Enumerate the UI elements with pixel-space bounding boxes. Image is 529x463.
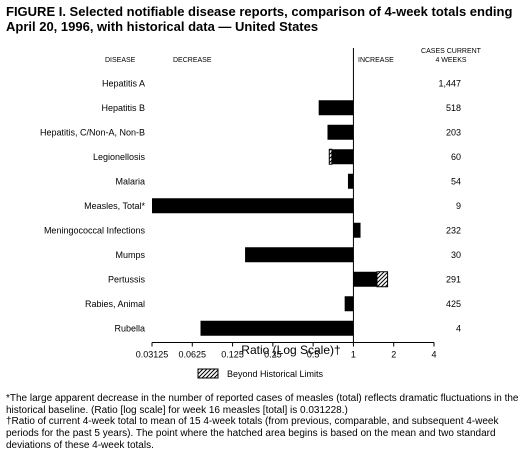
ratio-bar: [152, 198, 354, 214]
x-tick-label: 4: [431, 350, 436, 360]
category-label: Pertussis: [108, 274, 146, 284]
x-tick-label: 0.25: [264, 350, 282, 360]
category-label: Hepatitis A: [102, 78, 145, 88]
category-label: Mumps: [115, 250, 145, 260]
x-tick-label: 0.125: [221, 350, 244, 360]
cases-header-line2: 4 WEEKS: [435, 57, 466, 64]
category-label: Malaria: [115, 176, 145, 186]
cases-value: 54: [451, 176, 461, 186]
x-tick-label: 0.5: [307, 350, 320, 360]
cases-value: 518: [446, 103, 461, 113]
x-axis-label: Ratio (Log Scale)†: [241, 343, 340, 357]
ratio-bar: [331, 149, 354, 165]
cases-value: 9: [456, 201, 461, 211]
ratio-bar: [318, 100, 354, 116]
figure-title: FIGURE I. Selected notifiable disease re…: [6, 4, 513, 34]
cases-value: 232: [446, 225, 461, 235]
footnote-measles: *The large apparent decrease in the numb…: [6, 393, 519, 416]
ratio-bar: [200, 320, 354, 336]
ratio-bar: [344, 296, 354, 312]
increase-header: INCREASE: [358, 57, 394, 64]
x-tick-label: 1: [351, 350, 356, 360]
category-label: Meningococcal Infections: [44, 225, 146, 235]
beyond-limits-bar: [376, 271, 389, 288]
legend-swatch: [197, 368, 219, 379]
x-tick-label: 0.0625: [179, 350, 207, 360]
legend-label: Beyond Historical Limits: [227, 369, 324, 379]
ratio-bar: [347, 173, 354, 189]
cases-value: 291: [446, 274, 461, 284]
category-label: Legionellosis: [93, 152, 146, 162]
cases-value: 1,447: [438, 78, 461, 88]
cases-value: 60: [451, 152, 461, 162]
cases-header-line1: CASES CURRENT: [421, 48, 482, 55]
disease-header: DISEASE: [105, 57, 136, 64]
category-label: Rabies, Animal: [85, 299, 145, 309]
footnote-ratio: †Ratio of current 4-week total to mean o…: [6, 416, 499, 451]
category-label: Rubella: [114, 323, 145, 333]
ratio-bar: [353, 222, 361, 238]
cases-value: 4: [456, 323, 461, 333]
x-tick-label: 2: [391, 350, 396, 360]
category-label: Hepatitis, C/Non-A, Non-B: [40, 127, 145, 137]
cases-value: 425: [446, 299, 461, 309]
ratio-bar: [327, 124, 354, 140]
cases-value: 30: [451, 250, 461, 260]
category-label: Hepatitis B: [101, 103, 145, 113]
decrease-header: DECREASE: [173, 57, 212, 64]
ratio-bar: [245, 247, 354, 263]
cases-value: 203: [446, 127, 461, 137]
beyond-limits-bar: [328, 148, 333, 165]
category-label: Measles, Total*: [84, 201, 145, 211]
x-tick-label: 0.03125: [136, 350, 169, 360]
ratio-bar: [353, 271, 377, 287]
